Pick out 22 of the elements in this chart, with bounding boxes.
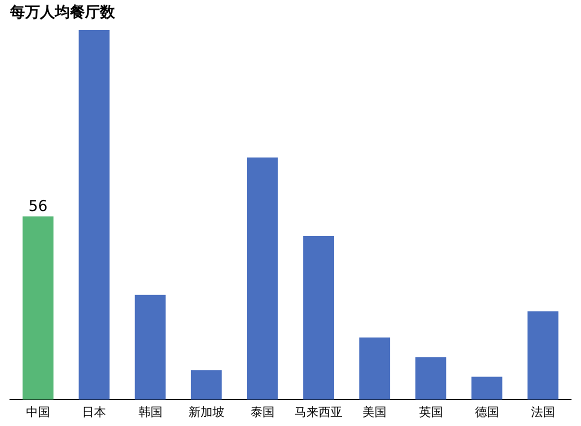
bar (415, 357, 446, 400)
x-tick-label: 新加坡 (188, 404, 224, 419)
bar (471, 376, 502, 400)
x-tick-label: 日本 (82, 404, 106, 419)
x-tick-label: 英国 (418, 404, 443, 419)
bar (190, 370, 222, 400)
bar (303, 236, 334, 400)
bar (359, 337, 390, 400)
x-tick-label: 泰国 (250, 404, 274, 419)
data-label: 56 (28, 196, 48, 215)
x-tick-label: 美国 (362, 404, 387, 419)
bar (134, 294, 166, 400)
chart-title: 每万人均餐厅数 (9, 2, 116, 21)
bar (528, 311, 558, 400)
bar (78, 30, 110, 400)
x-tick-label: 中国 (26, 404, 50, 419)
bar (22, 216, 54, 400)
x-tick-label: 韩国 (138, 404, 162, 419)
x-tick-label: 法国 (530, 404, 555, 419)
x-tick-label: 德国 (474, 404, 499, 419)
x-tick-label: 马来西亚 (294, 404, 343, 419)
bar (247, 158, 278, 400)
